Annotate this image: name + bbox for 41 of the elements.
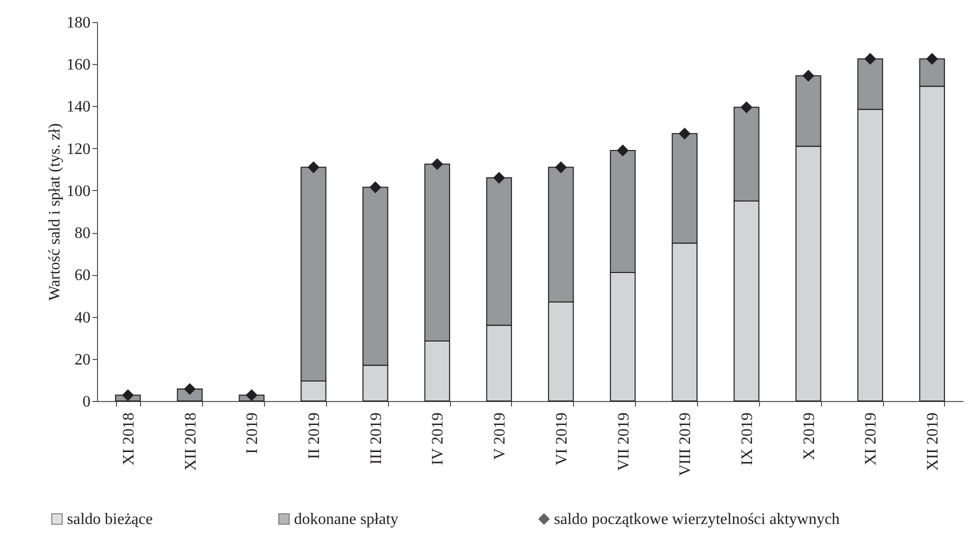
- point: [493, 172, 505, 184]
- x-tick-label: V 2019: [492, 412, 509, 460]
- x-tick-label: II 2019: [306, 412, 323, 460]
- legend-label: saldo początkowe wierzytelności aktywnych: [554, 511, 840, 528]
- x-tick-label: I 2019: [244, 412, 262, 454]
- x-tick-label: IX 2019: [739, 412, 756, 466]
- x-tick-label: XII 2019: [924, 412, 942, 471]
- point: [246, 389, 258, 402]
- y-tick-label: 180: [66, 14, 90, 32]
- y-tick-label: 80: [74, 225, 90, 242]
- point: [802, 70, 814, 82]
- legend-label: dokonane spłaty: [294, 511, 398, 528]
- y-tick-label: 0: [82, 394, 90, 410]
- y-tick-label: 20: [74, 351, 90, 368]
- point: [308, 161, 320, 174]
- x-tick-label: XI 2019: [862, 412, 880, 466]
- x-tick-label: XII 2018: [182, 412, 200, 471]
- x-tick-label: VIII 2019: [677, 412, 694, 476]
- point: [616, 144, 629, 156]
- point: [864, 52, 876, 65]
- y-tick-label: 140: [66, 98, 90, 116]
- point: [555, 161, 567, 174]
- y-axis-title: Wartość sald i spłat (tys. zł): [46, 123, 64, 301]
- x-tick-label: VII 2019: [615, 412, 632, 471]
- x-tick-label: IV 2019: [430, 412, 447, 466]
- point: [122, 389, 134, 402]
- point: [369, 181, 382, 194]
- point: [740, 101, 752, 114]
- y-tick-label: 100: [66, 182, 90, 200]
- y-tick-label: 40: [74, 309, 90, 326]
- y-tick-label: 160: [66, 56, 90, 74]
- x-tick-label: X 2019: [800, 412, 818, 460]
- point: [926, 52, 938, 65]
- x-tick-label: XI 2018: [120, 412, 138, 466]
- x-tick-label: III 2019: [368, 412, 385, 464]
- point: [431, 158, 444, 170]
- point: [678, 128, 691, 140]
- x-tick-label: VI 2019: [553, 412, 570, 466]
- legend-label: saldo bieżące: [67, 511, 153, 528]
- y-tick-label: 60: [74, 267, 90, 284]
- y-tick-label: 120: [66, 140, 90, 158]
